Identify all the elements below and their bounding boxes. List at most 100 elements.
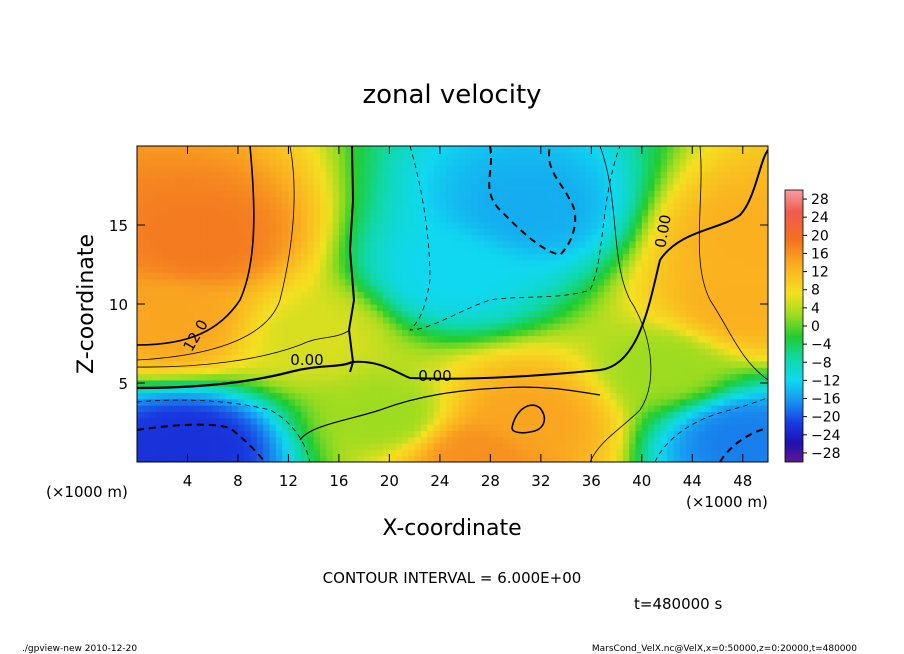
heatmap-cell [679, 266, 687, 273]
heatmap-cell [673, 430, 681, 438]
heatmap-cell [742, 310, 750, 318]
heatmap-cell [137, 360, 144, 368]
heatmap-cell [376, 266, 384, 273]
heatmap-cell [717, 177, 725, 185]
heatmap-cell [496, 259, 504, 267]
heatmap-cell [692, 322, 700, 330]
heatmap-cell [616, 316, 624, 324]
heatmap-cell [685, 354, 693, 362]
heatmap-cell [307, 291, 315, 299]
heatmap-cell [484, 386, 491, 394]
heatmap-cell [654, 398, 662, 406]
heatmap-cell [332, 335, 340, 343]
heatmap-cell [723, 335, 731, 343]
heatmap-cell [559, 455, 567, 462]
heatmap-cell [282, 316, 290, 324]
heatmap-cell [559, 322, 567, 330]
heatmap-cell [685, 335, 693, 343]
heatmap-cell [351, 348, 359, 356]
heatmap-cell [692, 240, 700, 248]
heatmap-cell [168, 341, 176, 349]
heatmap-cell [585, 171, 592, 179]
heatmap-cell [635, 190, 643, 198]
heatmap-cell [509, 158, 517, 166]
heatmap-cell [288, 386, 296, 394]
heatmap-cell [427, 164, 435, 172]
heatmap-cell [597, 209, 605, 217]
heatmap-cell [402, 190, 409, 198]
heatmap-cell [149, 152, 157, 160]
heatmap-cell [660, 285, 668, 292]
heatmap-cell [654, 297, 662, 305]
heatmap-cell [326, 228, 334, 236]
heatmap-cell [275, 234, 283, 242]
heatmap-cell [648, 367, 656, 375]
heatmap-cell [420, 304, 428, 311]
heatmap-cell [616, 411, 624, 419]
heatmap-cell [610, 177, 618, 185]
heatmap-cell [597, 171, 605, 179]
heatmap-cell [465, 297, 473, 305]
heatmap-cell [509, 443, 517, 450]
heatmap-cell [168, 436, 176, 444]
heatmap-cell [181, 183, 189, 191]
heatmap-cell [585, 146, 592, 153]
heatmap-cell [641, 348, 649, 356]
heatmap-cell [585, 329, 592, 337]
heatmap-cell [414, 310, 422, 318]
heatmap-cell [301, 209, 308, 217]
heatmap-cell [566, 259, 573, 267]
heatmap-cell [219, 215, 226, 223]
heatmap-cell [282, 392, 290, 400]
heatmap-cell [515, 386, 523, 394]
heatmap-cell [509, 335, 517, 343]
heatmap-cell [433, 373, 441, 381]
heatmap-cell [143, 152, 151, 160]
heatmap-cell [742, 278, 750, 286]
heatmap-cell [313, 196, 321, 204]
heatmap-cell [193, 322, 201, 330]
heatmap-cell [490, 455, 498, 462]
heatmap-cell [622, 430, 630, 438]
heatmap-cell [383, 398, 390, 406]
heatmap-cell [351, 202, 359, 210]
heatmap-cell [168, 221, 176, 229]
heatmap-cell [231, 272, 239, 280]
heatmap-cell [364, 430, 372, 438]
heatmap-cell [629, 322, 637, 330]
heatmap-cell [288, 405, 296, 413]
heatmap-cell [679, 171, 687, 179]
heatmap-cell [622, 158, 630, 166]
heatmap-cell [389, 411, 397, 419]
heatmap-cell [433, 272, 441, 280]
heatmap-cell [402, 266, 409, 273]
heatmap-cell [433, 240, 441, 248]
heatmap-cell [502, 158, 510, 166]
heatmap-cell [364, 392, 372, 400]
heatmap-cell [256, 177, 264, 185]
heatmap-cell [749, 158, 756, 166]
heatmap-cell [206, 405, 214, 413]
heatmap-cell [585, 322, 592, 330]
heatmap-cell [641, 240, 649, 248]
heatmap-cell [484, 228, 491, 236]
heatmap-cell [723, 411, 731, 419]
heatmap-cell [566, 247, 573, 255]
heatmap-cell [364, 285, 372, 292]
heatmap-cell [452, 354, 460, 362]
heatmap-cell [673, 411, 681, 419]
heatmap-cell [629, 253, 637, 261]
heatmap-cell [225, 171, 233, 179]
heatmap-cell [402, 354, 409, 362]
heatmap-cell [761, 183, 768, 191]
heatmap-cell [490, 443, 498, 450]
heatmap-cell [414, 190, 422, 198]
heatmap-cell [376, 278, 384, 286]
heatmap-cell [685, 240, 693, 248]
heatmap-cell [761, 228, 768, 236]
heatmap-cell [389, 398, 397, 406]
heatmap-cell [553, 164, 561, 172]
heatmap-cell [484, 266, 491, 273]
heatmap-cell [736, 392, 744, 400]
